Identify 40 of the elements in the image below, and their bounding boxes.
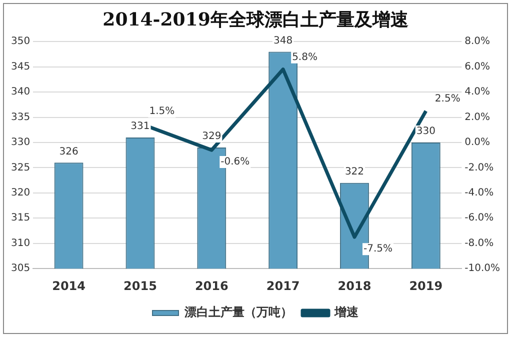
y-tick-label: 310 [10, 238, 30, 249]
y-tick-label: 340 [10, 86, 30, 98]
y2-tick-label: -6.0% [464, 212, 494, 224]
x-tick-label: 2018 [338, 278, 372, 293]
data-label: 2.5% [434, 94, 460, 105]
y2-tick-label: -2.0% [464, 162, 494, 174]
data-label: 329 [202, 131, 222, 142]
chart-title: 2014-2019年全球漂白土产量及增速 [102, 9, 408, 30]
y2-tick-label: 6.0% [464, 61, 490, 72]
legend-label: 漂白土产量（万吨） [184, 305, 292, 320]
y2-tick-label: 2.0% [464, 112, 490, 123]
data-label: 1.5% [149, 106, 175, 118]
y2-tick-label: -8.0% [464, 238, 494, 249]
x-tick-label: 2017 [266, 278, 300, 293]
x-tick-label: 2019 [409, 278, 443, 293]
legend-label: 增速 [334, 305, 360, 320]
x-tick-label: 2015 [124, 278, 157, 293]
data-label: 330 [416, 126, 436, 138]
data-label: 5.8% [292, 52, 318, 63]
x-tick-label: 2016 [194, 278, 228, 293]
y-tick-label: 330 [10, 137, 30, 148]
data-label: -0.6% [220, 156, 250, 168]
y2-tick-label: 4.0% [464, 86, 490, 98]
y-tick-label: 325 [10, 162, 30, 174]
y-tick-label: 315 [10, 212, 30, 224]
data-label: 348 [274, 35, 293, 46]
y-tick-label: 345 [10, 61, 30, 72]
y2-tick-label: 0.0% [464, 137, 490, 148]
data-label: 331 [130, 121, 150, 132]
data-label: 326 [59, 146, 78, 158]
y2-tick-label: -4.0% [464, 188, 494, 199]
y-tick-label: 335 [10, 112, 30, 123]
y-tick-label: 320 [10, 188, 30, 199]
y2-tick-label: -10.0% [464, 263, 500, 274]
y-tick-label: 305 [10, 263, 30, 274]
y-tick-label: 350 [10, 36, 30, 48]
data-label: 322 [344, 166, 364, 178]
y2-tick-label: 8.0% [464, 36, 490, 48]
data-label: -7.5% [363, 244, 393, 255]
x-tick-label: 2014 [52, 278, 86, 293]
